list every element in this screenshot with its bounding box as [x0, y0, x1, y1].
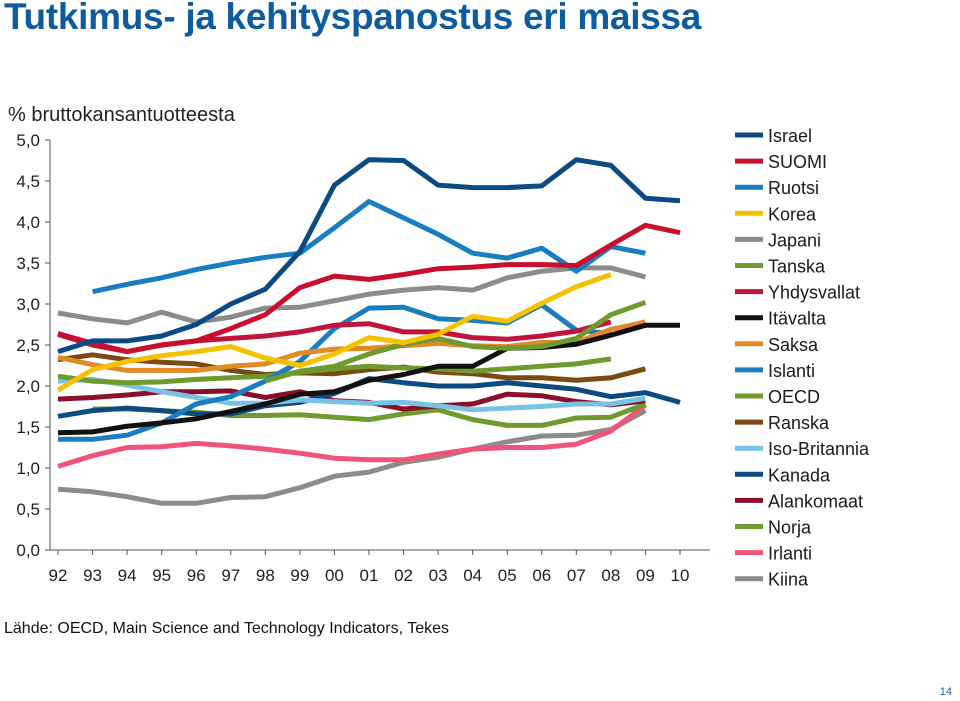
series-line-kiina — [57, 408, 647, 506]
series-line-israel — [57, 157, 681, 354]
slide-title: Tutkimus- ja kehityspanostus eri maissa — [4, 0, 702, 37]
y-tick-label: 2,0 — [16, 377, 40, 396]
x-tick-label: 03 — [429, 566, 448, 585]
series-line-korea — [56, 272, 612, 393]
legend-label-islanti: Islanti — [768, 361, 815, 381]
x-tick-label: 01 — [360, 566, 379, 585]
legend-label-korea: Korea — [768, 204, 817, 224]
y-tick-label: 4,0 — [16, 213, 40, 232]
page-number: 14 — [939, 686, 952, 698]
legend-label-irlanti: Irlanti — [768, 544, 812, 564]
series-line-ruotsi — [92, 199, 646, 295]
y-tick-label: 0,5 — [16, 500, 40, 519]
x-tick-label: 98 — [256, 566, 275, 585]
series-line-japani — [57, 265, 647, 326]
legend-label-norja: Norja — [768, 518, 812, 538]
x-tick-label: 99 — [290, 566, 309, 585]
x-tick-label: 92 — [49, 566, 68, 585]
x-tick-label: 00 — [325, 566, 344, 585]
legend-label-itävalta: Itävalta — [768, 309, 827, 329]
legend-label-ranska: Ranska — [768, 413, 830, 433]
x-tick-label: 09 — [636, 566, 655, 585]
y-tick-label: 3,0 — [16, 295, 40, 314]
legend-label-japani: Japani — [768, 230, 821, 250]
x-tick-label: 10 — [671, 566, 690, 585]
legend-label-alankomaat: Alankomaat — [768, 491, 863, 511]
chart-axes: 0,0 0,5 1,0 1,5 2,0 2,5 3,0 3,5 4,0 4,5 5,0 92 93 94 9… — [16, 131, 710, 585]
series-line-ranska — [57, 352, 647, 383]
x-tick-label: 07 — [567, 566, 586, 585]
y-tick-label: 0,0 — [16, 541, 40, 560]
x-tick-label: 95 — [152, 566, 171, 585]
x-tick-label: 93 — [83, 566, 102, 585]
series-line-irlanti — [57, 402, 647, 469]
legend-label-iso-britannia: Iso-Britannia — [768, 439, 870, 459]
legend-label-kiina: Kiina — [768, 570, 809, 590]
legend-label-ruotsi: Ruotsi — [768, 178, 819, 198]
x-tick-label: 05 — [498, 566, 517, 585]
series-line-suomi — [57, 222, 681, 355]
x-tick-label: 97 — [221, 566, 240, 585]
series-lines — [56, 157, 681, 506]
y-tick-label: 1,5 — [16, 418, 40, 437]
series-line-tanska — [264, 300, 647, 384]
y-axis-unit-label: % bruttokansantuotteesta — [8, 104, 235, 126]
y-tick-label: 4,5 — [16, 172, 40, 191]
legend-label-suomi: SUOMI — [768, 152, 827, 172]
x-tick-label: 06 — [532, 566, 551, 585]
x-tick-label: 08 — [601, 566, 620, 585]
x-tick-label: 04 — [463, 566, 482, 585]
chart-legend: Israel SUOMI Ruotsi Korea Japani Tanska Yhdysv… — [735, 126, 870, 590]
series-line-saksa — [57, 319, 646, 373]
y-tick-label: 2,5 — [16, 336, 40, 355]
legend-label-tanska: Tanska — [768, 257, 826, 277]
x-tick-label: 02 — [394, 566, 413, 585]
x-tick-label: 96 — [187, 566, 206, 585]
legend-label-kanada: Kanada — [768, 465, 831, 485]
y-tick-label: 3,5 — [16, 254, 40, 273]
y-tick-label: 5,0 — [16, 131, 40, 150]
legend-label-saksa: Saksa — [768, 335, 819, 355]
series-line-itävalta — [57, 322, 680, 436]
y-tick-label: 1,0 — [16, 459, 40, 478]
legend-label-oecd: OECD — [768, 387, 820, 407]
x-tick-label: 94 — [118, 566, 137, 585]
source-note: Lähde: OECD, Main Science and Technology… — [4, 620, 449, 637]
legend-label-yhdysvallat: Yhdysvallat — [768, 283, 860, 303]
series-line-iso-britannia — [57, 376, 646, 413]
legend-label-israel: Israel — [768, 126, 812, 146]
